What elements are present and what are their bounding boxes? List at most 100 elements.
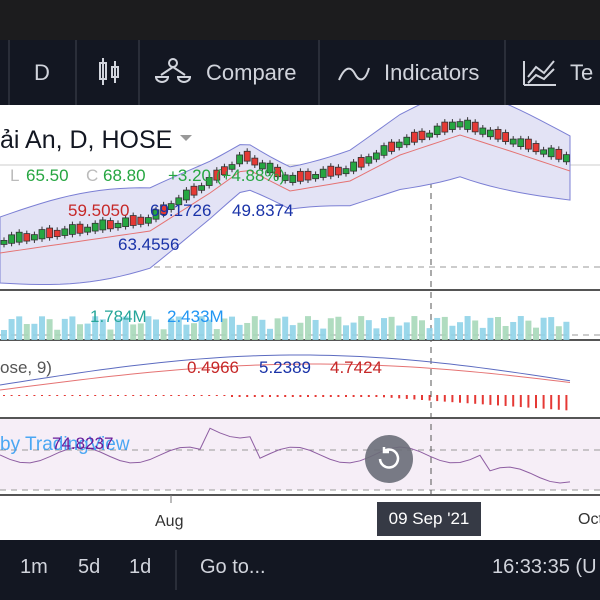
status-bar <box>0 0 600 40</box>
candle-body <box>243 150 251 162</box>
volume-bar <box>434 317 441 340</box>
macd-bar <box>177 395 180 396</box>
candle-body <box>509 138 517 145</box>
macd-bar <box>238 395 241 397</box>
macd-hist: 0.4966 <box>187 358 239 377</box>
candle-body <box>502 132 510 142</box>
templates-icon[interactable] <box>522 57 558 87</box>
compare-button[interactable]: Compare <box>206 60 297 85</box>
candle-body <box>213 169 221 181</box>
macd-bar <box>451 395 454 403</box>
candle-body <box>410 131 418 143</box>
volume-bar <box>206 319 213 340</box>
volume-bar <box>236 324 243 340</box>
volume-bar <box>457 322 463 340</box>
macd-bar <box>63 395 66 396</box>
macd-bar <box>314 395 317 397</box>
close-label: C <box>86 166 99 185</box>
volume-bar <box>46 319 53 340</box>
volume-bar <box>335 316 342 340</box>
volume-bar <box>229 316 235 340</box>
templates-button[interactable]: Te <box>570 60 594 85</box>
compare-icon[interactable] <box>153 57 193 87</box>
macd-bar <box>421 395 423 400</box>
candle-body <box>198 185 206 191</box>
candle-body <box>395 141 403 148</box>
goto-button[interactable]: Go to... <box>200 556 266 578</box>
macd-bar <box>542 395 545 409</box>
volume-bar <box>274 318 281 340</box>
macd-bar <box>41 395 43 396</box>
range-button[interactable]: 1d <box>129 556 152 578</box>
macd-bar <box>489 395 492 405</box>
macd-bar <box>132 395 135 396</box>
candle-body <box>251 157 259 166</box>
volume-bar <box>137 323 144 340</box>
range-button[interactable]: 1m <box>20 556 48 578</box>
time-label: Aug <box>155 513 184 530</box>
low-value: 65.50 <box>26 166 69 185</box>
candle-body <box>357 157 365 168</box>
candle-body <box>456 121 464 128</box>
candle-body <box>129 215 137 226</box>
candle-body <box>46 227 53 239</box>
volume-bar <box>130 324 137 340</box>
candle-body <box>372 152 380 160</box>
candle-body <box>99 219 107 231</box>
volume-bar <box>289 325 296 340</box>
macd-bar <box>512 395 515 407</box>
chart-panes <box>0 105 600 503</box>
volume-bar <box>502 325 509 340</box>
macd-bar <box>231 395 233 397</box>
volume-bar <box>305 316 311 340</box>
candle-body <box>266 162 274 174</box>
macd-signal: 4.7424 <box>330 358 382 377</box>
macd-bar <box>3 395 5 396</box>
volume-bar <box>1 330 7 340</box>
candle-body <box>228 164 236 170</box>
reset-button[interactable] <box>365 435 413 483</box>
macd-bar <box>10 395 13 396</box>
candle-body <box>91 222 99 232</box>
volume-bar <box>411 316 418 340</box>
candle-body <box>8 234 16 244</box>
volume-bar <box>327 318 334 340</box>
chart-type-icon[interactable] <box>97 57 121 87</box>
clock: 16:33:35 (U <box>492 556 597 578</box>
indicators-button[interactable]: Indicators <box>384 60 480 85</box>
candle-body <box>532 143 540 153</box>
macd-bar <box>101 395 104 396</box>
candle-body <box>448 121 456 130</box>
volume-bar <box>107 329 114 340</box>
time-label: Oct <box>578 511 600 528</box>
macd-bar <box>291 395 294 397</box>
macd-bar <box>307 395 309 397</box>
macd-bar <box>337 395 340 397</box>
macd-bar <box>504 395 507 406</box>
candle-body <box>555 148 563 160</box>
candle-body <box>540 149 547 155</box>
macd-bar <box>390 395 393 398</box>
indicators-icon[interactable] <box>337 64 371 84</box>
volume-bar <box>244 322 251 340</box>
macd-bar <box>147 395 150 396</box>
macd-bar <box>155 395 157 396</box>
volume-bar <box>168 318 175 340</box>
volume-bar <box>320 328 327 340</box>
volume-bar <box>160 329 167 340</box>
macd-bar <box>474 395 477 404</box>
interval-button[interactable]: D <box>34 60 50 85</box>
volume-bar <box>388 316 395 340</box>
range-button[interactable]: 5d <box>78 556 101 578</box>
symbol-arrow[interactable] <box>180 135 192 147</box>
volume-bar <box>350 322 357 340</box>
candle-body <box>160 204 168 215</box>
candle-body <box>319 168 327 178</box>
candle-body <box>380 145 388 156</box>
volume-bar <box>153 319 159 340</box>
macd-bar <box>79 395 81 396</box>
macd-bar <box>215 395 218 396</box>
candle-body <box>304 170 312 181</box>
macd-bar <box>557 395 560 410</box>
candle-body <box>23 233 31 242</box>
